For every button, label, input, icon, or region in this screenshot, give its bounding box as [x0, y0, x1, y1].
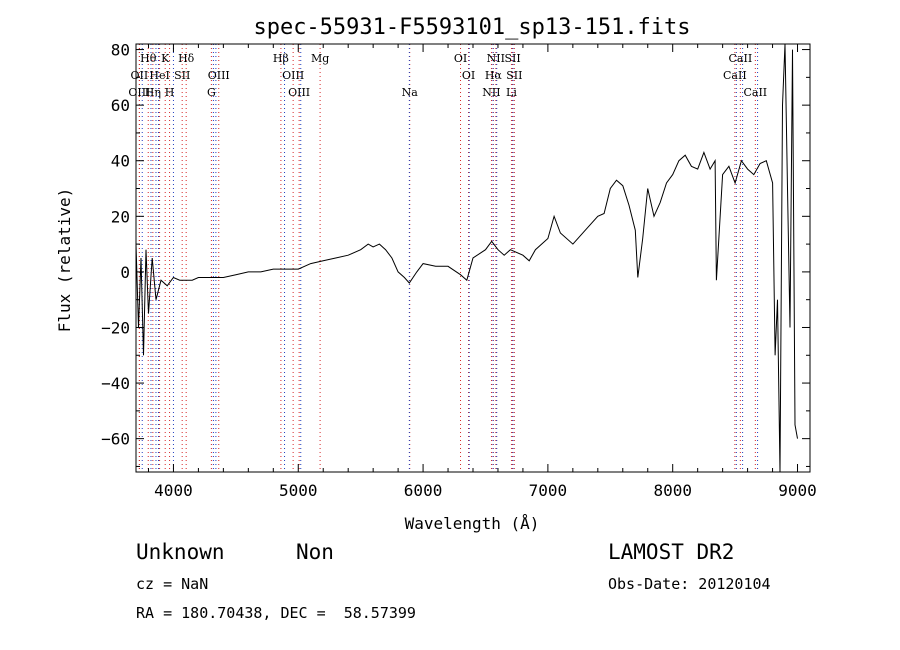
line-id-label-17: CaII: [723, 69, 747, 82]
line-id-label-23: Na: [402, 86, 419, 99]
line-id-label-0: Hθ: [140, 52, 157, 65]
line-id-label-14: OI: [462, 69, 475, 82]
y-tick-label: −40: [101, 374, 130, 393]
y-axis-label: Flux (relative): [55, 188, 74, 333]
y-tick-label: 80: [111, 41, 130, 60]
line-id-label-26: CaII: [743, 86, 767, 99]
y-tick-label: 40: [111, 152, 130, 171]
line-id-label-24: NII: [482, 86, 500, 99]
x-tick-label: 6000: [404, 481, 443, 500]
spectral-line-markers: [138, 44, 759, 472]
x-axis-label: Wavelength (Å): [405, 514, 540, 533]
line-id-label-20: H: [165, 86, 175, 99]
object-subtype: Non: [296, 540, 334, 564]
line-id-label-25: Li: [506, 86, 517, 99]
x-tick-label: 9000: [778, 481, 817, 500]
chart-title: spec-55931-F5593101_sp13-151.fits: [253, 15, 690, 40]
obs-date: Obs-Date: 20120104: [608, 575, 771, 593]
object-type: Unknown: [136, 540, 225, 564]
line-id-label-18: OIII: [128, 86, 150, 99]
axis-ticks: 4000 5000 6000 7000 8000 9000 −60 −40 −20 0 20 40 60…: [101, 41, 817, 500]
line-id-label-12: OIII: [208, 69, 230, 82]
line-id-label-2: Hδ: [178, 52, 195, 65]
x-tick-label: 4000: [154, 481, 193, 500]
line-id-label-16: SII: [506, 69, 522, 82]
y-tick-label: 20: [111, 207, 130, 226]
y-tick-label: 60: [111, 96, 130, 115]
line-id-label-1: K: [161, 52, 170, 65]
line-id-label-15: Hα: [485, 69, 503, 82]
line-id-label-4: Mg: [311, 52, 329, 65]
line-id-label-7: SII: [504, 52, 520, 65]
ra-dec-value: RA = 180.70438, DEC = 58.57399: [136, 604, 416, 622]
series-layer: [135, 43, 798, 473]
line-id-label-10: HeI: [149, 69, 169, 82]
x-tick-label: 5000: [279, 481, 318, 500]
y-tick-label: 0: [120, 263, 130, 282]
line-id-label-8: CaII: [729, 52, 753, 65]
line-id-label-21: G: [207, 86, 216, 99]
line-id-label-9: OII: [131, 69, 149, 82]
line-id-label-22: OIII: [288, 86, 310, 99]
spectrum-series-0: [135, 43, 798, 473]
line-id-label-6: NII: [487, 52, 505, 65]
line-id-label-3: Hβ: [273, 52, 289, 65]
line-id-label-5: OI: [454, 52, 467, 65]
y-tick-label: −60: [101, 430, 130, 449]
y-tick-label: −20: [101, 318, 130, 337]
x-tick-label: 7000: [529, 481, 568, 500]
cz-value: cz = NaN: [136, 575, 209, 593]
survey-name: LAMOST DR2: [608, 540, 735, 564]
line-id-label-13: OIII: [282, 69, 304, 82]
line-id-label-11: SII: [174, 69, 190, 82]
line-id-label-19: Hη: [145, 86, 161, 99]
x-tick-label: 8000: [653, 481, 692, 500]
